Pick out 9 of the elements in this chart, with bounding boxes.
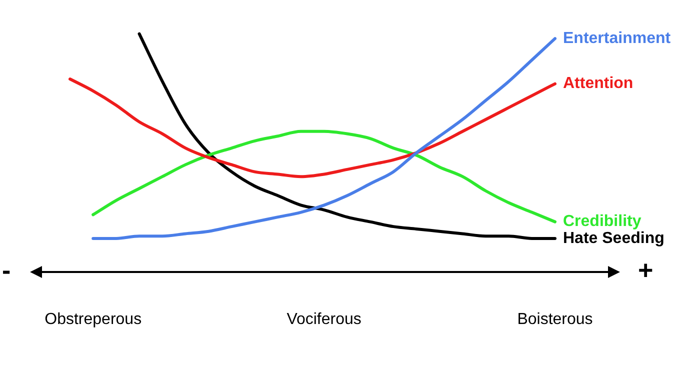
text: + bbox=[638, 254, 654, 285]
text: - bbox=[2, 254, 11, 285]
x-tick-label: Vociferous bbox=[286, 310, 362, 328]
series-label: Attention bbox=[563, 75, 634, 92]
series-label: Entertainment bbox=[563, 30, 672, 47]
series-label: Credibility bbox=[563, 213, 642, 230]
series-label: Hate Seeding bbox=[563, 230, 664, 247]
x-tick-label: Boisterous bbox=[517, 310, 593, 328]
x-tick-label: Obstreperous bbox=[44, 310, 142, 328]
